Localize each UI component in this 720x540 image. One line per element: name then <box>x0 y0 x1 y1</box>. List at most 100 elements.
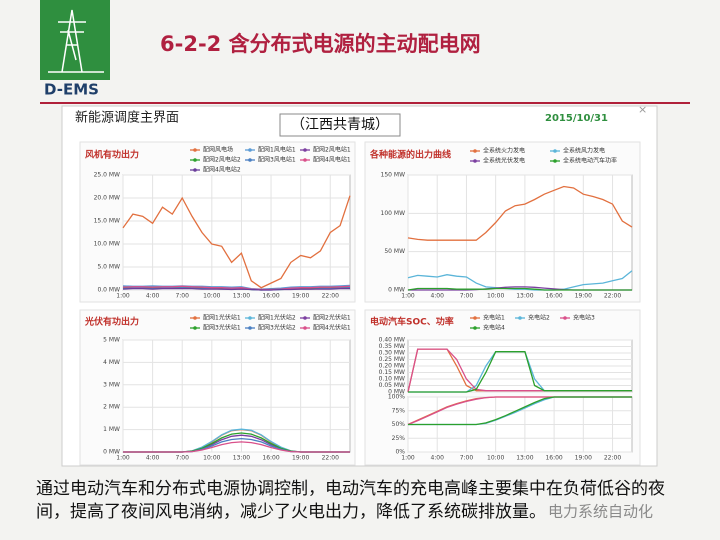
y-tick-label: 0.20 MW <box>379 363 405 370</box>
legend-label: 配网1光伏站1 <box>203 314 241 322</box>
legend-label: 全系统火力发电 <box>483 147 525 155</box>
chart-title: 各种能源的出力曲线 <box>369 149 451 161</box>
x-tick-label: 13:00 <box>233 455 250 462</box>
y-tick-label: 25% <box>392 435 406 442</box>
series-line <box>123 441 350 453</box>
x-tick-label: 16:00 <box>545 293 562 300</box>
x-tick-label: 19:00 <box>575 455 592 462</box>
x-tick-label: 4:00 <box>146 455 160 462</box>
series-line <box>407 270 633 291</box>
legend-swatch-dot <box>563 316 567 320</box>
y-tick-label: 0 MW <box>103 449 120 456</box>
y-tick-label: 0.30 MW <box>379 350 405 357</box>
y-tick-label: 0.10 MW <box>379 376 405 383</box>
legend-swatch-dot <box>248 316 252 320</box>
x-tick-label: 16:00 <box>262 293 279 300</box>
plot-area <box>407 174 633 291</box>
y-tick-label: 0 MW <box>388 389 405 396</box>
x-tick-label: 16:00 <box>545 455 562 462</box>
x-tick-label: 10:00 <box>203 293 220 300</box>
y-tick-label: 0.40 MW <box>379 337 405 344</box>
legend-swatch-dot <box>248 326 252 330</box>
x-tick-label: 16:00 <box>262 455 279 462</box>
series-line <box>407 185 633 241</box>
legend-swatch-dot <box>248 148 252 152</box>
x-tick-label: 4:00 <box>430 293 444 300</box>
x-tick-label: 22:00 <box>322 455 339 462</box>
series-line <box>122 285 351 291</box>
x-tick-label: 4:00 <box>430 455 444 462</box>
y-tick-label: 100% <box>388 394 405 401</box>
legend-label: 配网3风电站1 <box>258 156 296 164</box>
x-tick-label: 1:00 <box>401 293 415 300</box>
legend-swatch-dot <box>473 316 477 320</box>
y-tick-label: 0.25 MW <box>379 356 405 363</box>
series-line <box>408 351 632 393</box>
legend-label: 配网1光伏站2 <box>258 314 296 322</box>
legend-label: 配网1风电站1 <box>258 146 296 154</box>
legend-swatch-dot <box>553 149 557 153</box>
x-tick-label: 7:00 <box>175 455 189 462</box>
y-tick-label: 100 MW <box>381 210 406 217</box>
legend-swatch-dot <box>193 168 197 172</box>
legend-swatch-dot <box>473 326 477 330</box>
chart-title: 光伏有功出力 <box>84 316 139 328</box>
window-title: 新能源调度主界面 <box>75 110 179 126</box>
legend-swatch-dot <box>473 149 477 153</box>
legend-label: 配网2光伏站1 <box>313 314 351 322</box>
y-tick-label: 0 MW <box>388 287 405 294</box>
legend-label: 配网4风电站2 <box>203 166 241 174</box>
legend-label: 全系统电动汽车功率 <box>563 157 617 165</box>
y-tick-label: 15.0 MW <box>94 218 120 225</box>
y-tick-label: 0.15 MW <box>379 369 405 376</box>
x-tick-label: 7:00 <box>460 455 474 462</box>
y-tick-label: 3 MW <box>103 381 120 388</box>
x-tick-label: 4:00 <box>146 293 160 300</box>
close-button[interactable]: × <box>638 103 647 116</box>
y-tick-label: 5 MW <box>103 337 120 344</box>
legend-label: 配网2风电站1 <box>313 146 351 154</box>
legend-swatch-dot <box>193 326 197 330</box>
y-tick-label: 2 MW <box>103 404 120 411</box>
date: 2015/10/31 <box>545 113 608 124</box>
y-tick-label: 25.0 MW <box>94 172 120 179</box>
x-tick-label: 1:00 <box>116 455 130 462</box>
y-tick-label: 75% <box>392 407 406 414</box>
y-tick-label: 0.0 MW <box>97 287 120 294</box>
x-tick-label: 1:00 <box>401 455 415 462</box>
legend-swatch-dot <box>303 316 307 320</box>
legend-label: 配网4光伏站1 <box>313 324 351 332</box>
x-tick-label: 10:00 <box>487 293 504 300</box>
legend-swatch-dot <box>518 316 522 320</box>
x-tick-label: 1:00 <box>116 293 130 300</box>
y-tick-label: 150 MW <box>381 172 406 179</box>
legend-swatch-dot <box>248 158 252 162</box>
legend-swatch-dot <box>193 148 197 152</box>
charts: 0.0 MW 5.0 MW 10.0 MW 15.0 MW 20.0 MW 25.0 MW… <box>79 141 641 466</box>
y-tick-label: 0% <box>395 449 405 456</box>
legend-label: 充电站4 <box>483 324 505 332</box>
x-tick-label: 13:00 <box>516 293 533 300</box>
x-tick-label: 19:00 <box>292 455 309 462</box>
slide-title: 6-2-2 含分布式电源的主动配电网 <box>160 32 481 56</box>
legend-swatch-dot <box>303 326 307 330</box>
watermark: 电力系统自动化 <box>548 503 653 521</box>
x-tick-label: 7:00 <box>460 293 474 300</box>
logo-tower <box>48 9 104 73</box>
legend-swatch-dot <box>193 316 197 320</box>
region: （江西共青城） <box>291 117 389 133</box>
x-tick-label: 10:00 <box>487 455 504 462</box>
x-tick-label: 22:00 <box>322 293 339 300</box>
chart-title: 电动汽车SOC、功率 <box>370 316 454 328</box>
x-tick-label: 19:00 <box>575 293 592 300</box>
legend-label: 充电站3 <box>573 314 595 322</box>
legend-label: 配网3光伏站1 <box>203 324 241 332</box>
x-tick-label: 13:00 <box>516 455 533 462</box>
y-tick-label: 10.0 MW <box>94 241 120 248</box>
legend-label: 配网2风电站2 <box>203 156 241 164</box>
y-tick-label: 0.05 MW <box>379 382 405 389</box>
y-tick-label: 4 MW <box>103 359 120 366</box>
series-line <box>122 287 350 291</box>
logo-box <box>40 0 110 80</box>
